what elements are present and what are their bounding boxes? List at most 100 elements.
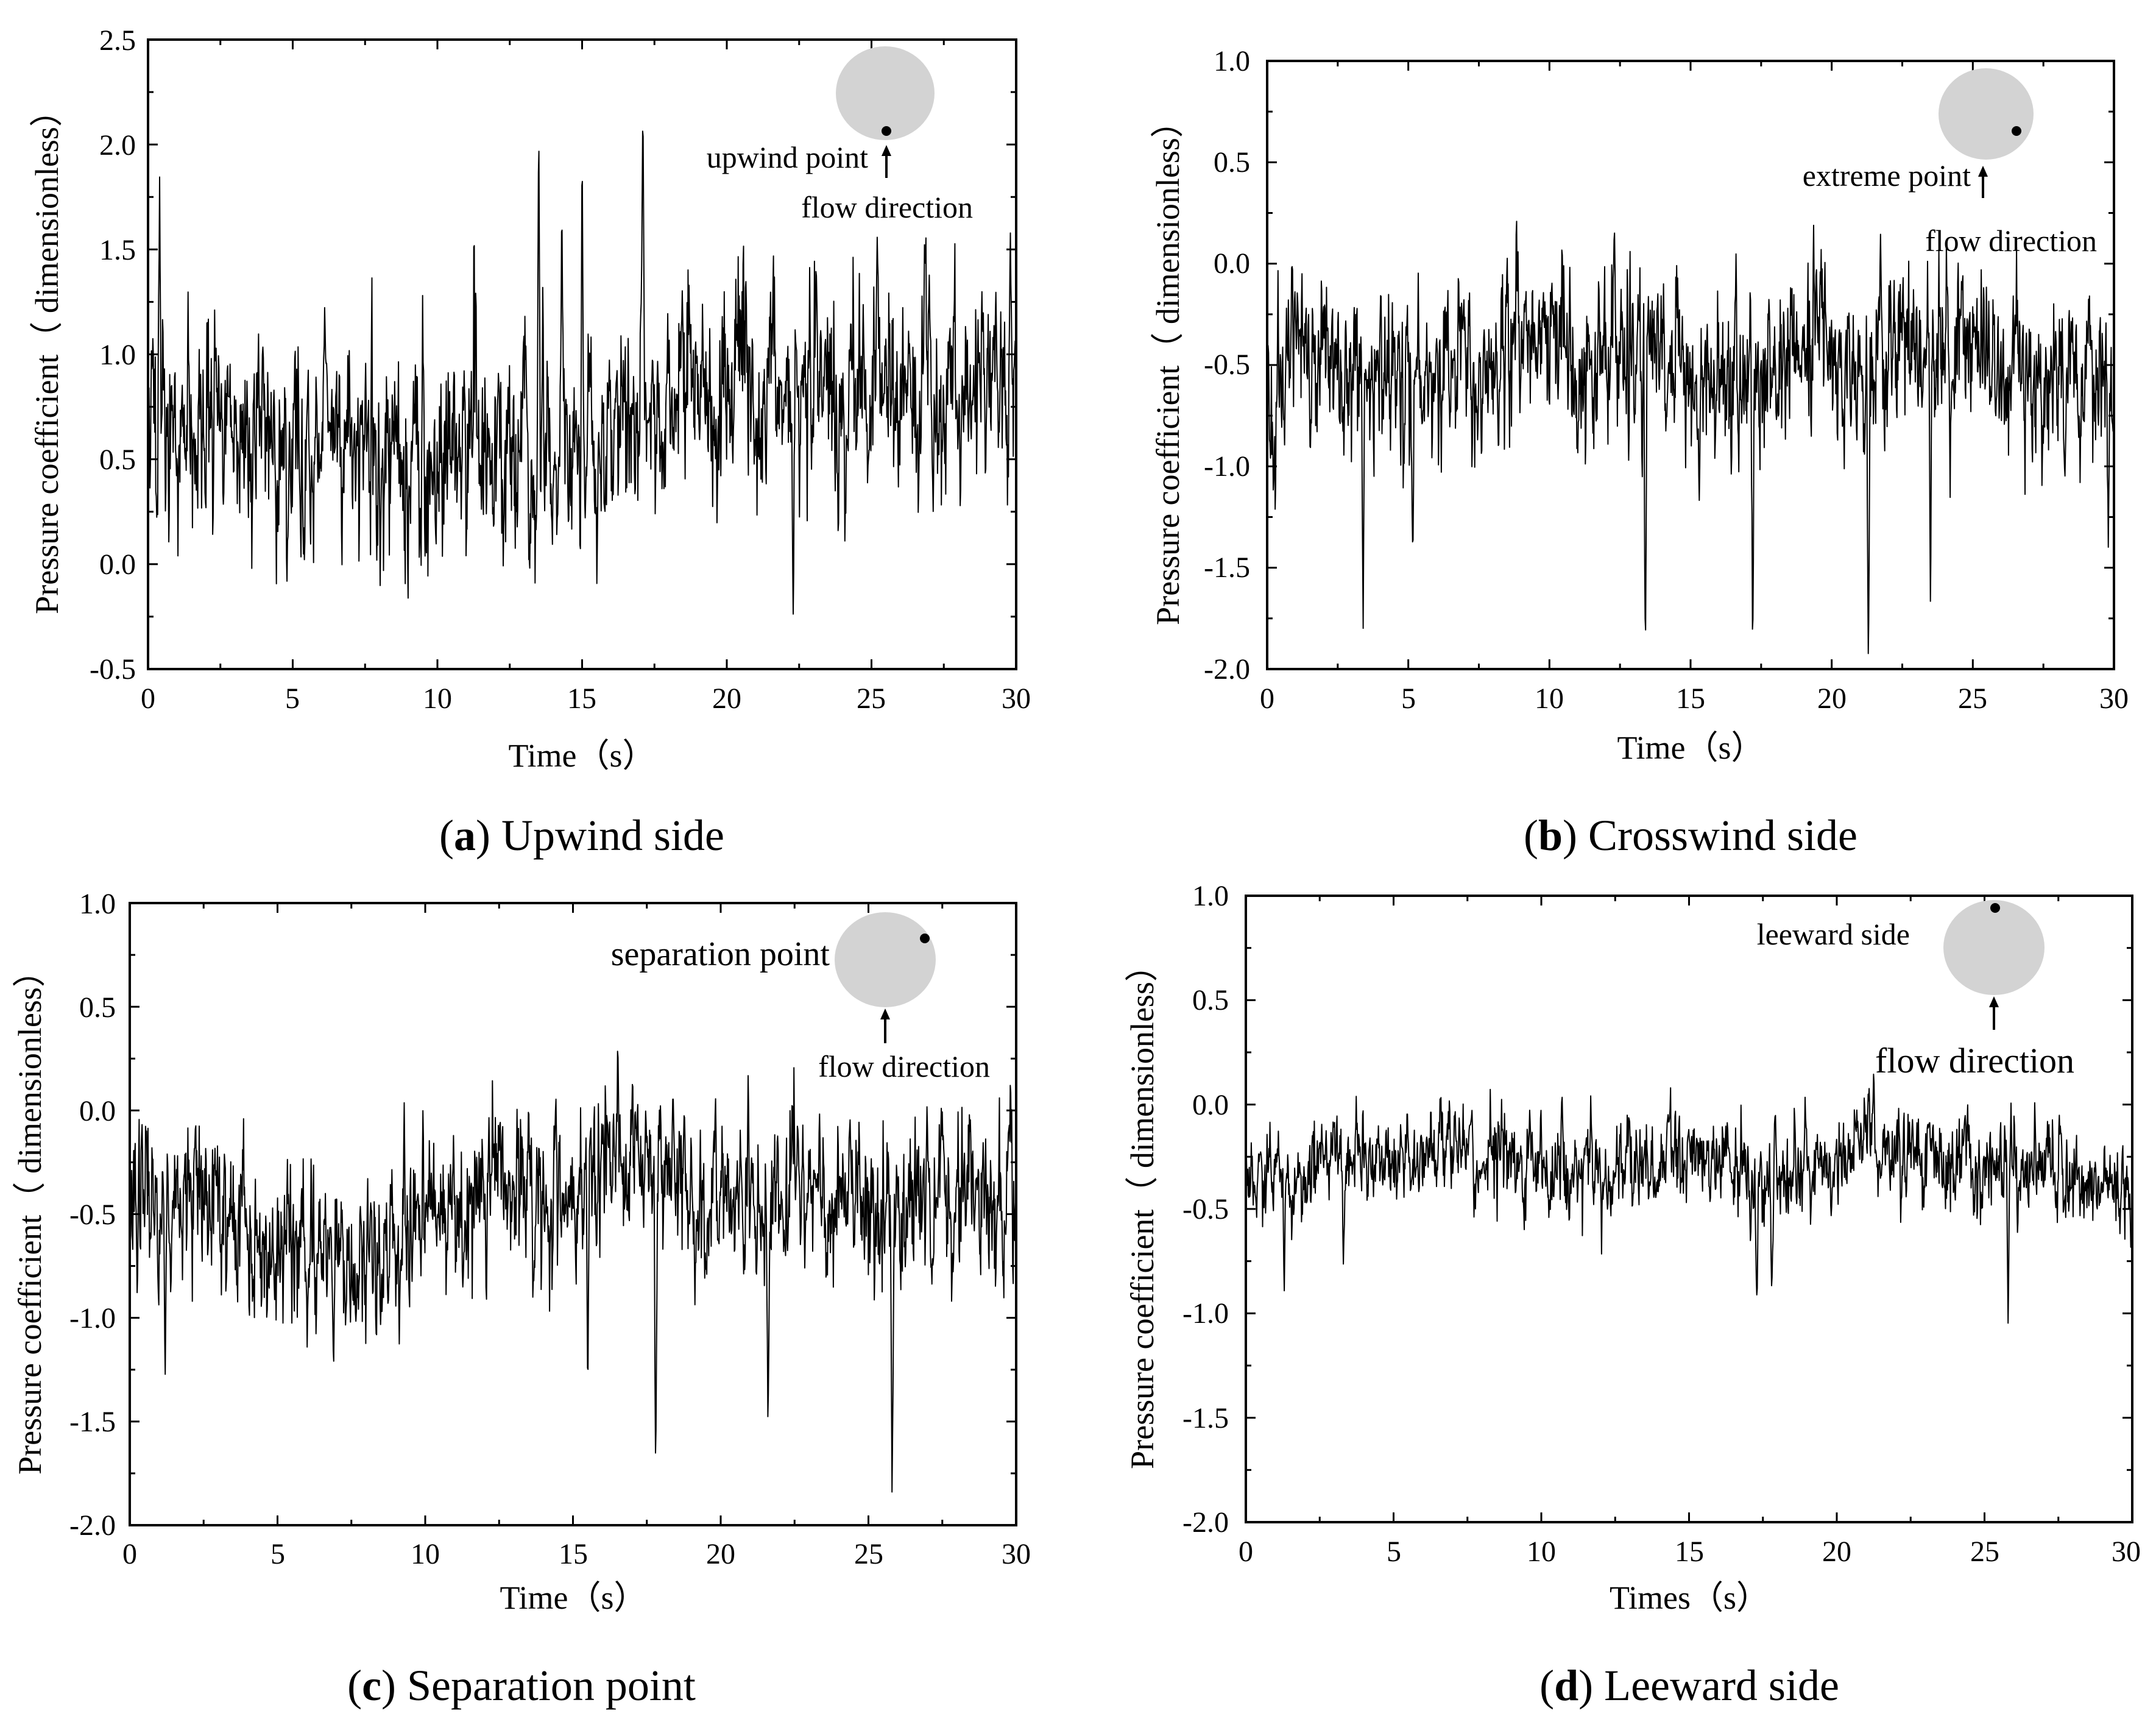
x-tick-label: 20 <box>1817 682 1847 715</box>
y-tick-label: 1.0 <box>79 888 116 920</box>
panel-c-data-layer <box>129 1051 1017 1493</box>
x-tick-label: 20 <box>712 682 741 715</box>
pressure-tap-marker <box>1990 903 2000 913</box>
y-axis-label: Pressure coefficient（ dimensionless） <box>1150 105 1186 625</box>
x-tick-label: 30 <box>1002 682 1031 715</box>
y-tick-label: 0.5 <box>1192 984 1229 1016</box>
caption-letter: b <box>1538 811 1563 860</box>
annotation-point-label: upwind point <box>707 140 868 174</box>
y-tick-label: 0.0 <box>1214 247 1250 280</box>
pressure-tap-marker <box>882 126 891 136</box>
panel-c-separation-point: -2.0 -1.5 -1.0 -0.5 0.0 0.5 1.0 0 5 10 1… <box>12 888 1031 1710</box>
panel-c-plot-frame <box>129 902 1017 1526</box>
panel-d-leeward-side: -2.0 -1.5 -1.0 -0.5 0.0 0.5 1.0 0 5 10 1… <box>1124 880 2141 1710</box>
y-tick-label: 1.5 <box>99 234 136 266</box>
x-axis-label: Time（s） <box>500 1579 646 1616</box>
flow-arrow-head <box>1978 166 1988 177</box>
annotation-point-label: leeward side <box>1757 917 1910 951</box>
pressure-tap-marker <box>920 934 930 943</box>
panel-d-data-layer <box>1245 1073 2133 1324</box>
y-tick-label: 0.0 <box>99 548 136 581</box>
y-tick-label: 0.0 <box>1192 1089 1229 1121</box>
x-axis-label: Time（s） <box>1617 729 1764 766</box>
caption-text: Upwind side <box>490 811 724 860</box>
y-tick-label: -0.5 <box>69 1199 116 1231</box>
y-tick-label: 1.0 <box>1214 45 1250 77</box>
caption-letter: a <box>454 811 476 860</box>
y-tick-label: -1.0 <box>69 1302 116 1334</box>
panel-a-data-layer <box>147 130 1017 615</box>
annotation-flow-label: flow direction <box>801 190 973 224</box>
x-tick-label: 25 <box>1970 1536 1999 1568</box>
panel-d-plot-frame <box>1245 895 2133 1523</box>
pressure-tap-marker <box>2012 126 2021 136</box>
flow-arrow-head <box>882 145 891 156</box>
y-tick-label: -1.5 <box>1204 551 1250 584</box>
panel-a-inset: upwind point flow direction <box>707 46 973 224</box>
panel-b-caption: (b) Crosswind side <box>1524 811 1857 860</box>
x-tick-label: 25 <box>857 682 886 715</box>
y-tick-label: 2.0 <box>99 129 136 161</box>
x-tick-label: 15 <box>559 1538 588 1570</box>
annotation-flow-label: flow direction <box>1875 1041 2074 1080</box>
y-tick-label: 0.5 <box>1214 146 1250 179</box>
annotation-flow-label: flow direction <box>818 1049 990 1083</box>
y-tick-label: -0.5 <box>1204 349 1250 381</box>
panel-d-caption: (d) Leeward side <box>1539 1661 1839 1710</box>
x-tick-label: 30 <box>1002 1538 1031 1570</box>
annotation-point-label: separation point <box>611 935 830 973</box>
x-tick-label: 5 <box>285 682 300 715</box>
cylinder-icon <box>1943 900 2045 995</box>
y-tick-label: -2.0 <box>1204 653 1250 686</box>
y-tick-label: -1.0 <box>1204 450 1250 483</box>
panel-c-caption: (c) Separation point <box>347 1661 696 1710</box>
x-tick-label: 30 <box>2099 682 2129 715</box>
y-tick-label: -1.5 <box>69 1406 116 1438</box>
y-tick-label: 1.0 <box>1192 880 1229 912</box>
caption-text: Crosswind side <box>1577 811 1857 860</box>
y-axis-label: Pressure coefficient（ dimensionless） <box>1124 949 1161 1469</box>
cylinder-icon <box>835 912 936 1007</box>
x-tick-label: 10 <box>1535 682 1564 715</box>
x-tick-label: 0 <box>1239 1536 1253 1568</box>
panel-b-crosswind-side: -2.0 -1.5 -1.0 -0.5 0.0 0.5 1.0 0 5 10 1… <box>1150 45 2129 860</box>
y-tick-label: -2.0 <box>69 1509 116 1542</box>
y-axis-label: Pressure coefficient（ dimensionless） <box>29 94 65 614</box>
x-tick-label: 20 <box>706 1538 735 1570</box>
cylinder-icon <box>1939 68 2034 160</box>
series-line-c <box>129 1051 1017 1493</box>
y-axis-label: Pressure coefficient（ dimensionless） <box>12 954 48 1475</box>
y-tick-label: -0.5 <box>1182 1193 1229 1225</box>
panel-b-data-layer <box>1267 221 2115 654</box>
x-tick-label: 25 <box>854 1538 883 1570</box>
caption-letter: c <box>362 1661 381 1710</box>
x-tick-label: 15 <box>1676 682 1705 715</box>
y-tick-label: 1.0 <box>99 339 136 371</box>
x-tick-label: 10 <box>411 1538 440 1570</box>
x-tick-label: 20 <box>1822 1536 1851 1568</box>
panel-d-inset: leeward side flow direction <box>1757 900 2074 1080</box>
y-tick-label: 0.0 <box>79 1095 116 1127</box>
y-tick-label: -2.0 <box>1182 1506 1229 1539</box>
flow-arrow-head <box>880 1008 890 1019</box>
cylinder-icon <box>836 46 935 140</box>
y-tick-label: -1.0 <box>1182 1297 1229 1330</box>
y-tick-label: 0.5 <box>79 991 116 1024</box>
panel-a-caption: (a) Upwind side <box>439 811 724 860</box>
x-tick-label: 15 <box>567 682 596 715</box>
annotation-point-label: extreme point <box>1803 158 1971 193</box>
panel-b-inset: extreme point flow direction <box>1803 68 2097 258</box>
x-tick-label: 5 <box>1401 682 1416 715</box>
x-axis-label: Time（s） <box>508 737 655 774</box>
y-tick-label: -1.5 <box>1182 1402 1229 1434</box>
caption-text: Leeward side <box>1593 1661 1839 1710</box>
annotation-flow-label: flow direction <box>1925 224 2097 258</box>
x-tick-label: 10 <box>423 682 452 715</box>
x-tick-label: 0 <box>122 1538 137 1570</box>
y-tick-label: 2.5 <box>99 24 136 57</box>
series-line-a <box>147 130 1017 615</box>
x-tick-label: 25 <box>1958 682 1987 715</box>
panel-b-plot-frame <box>1266 60 2115 670</box>
panel-c-inset: separation point flow direction <box>611 912 990 1083</box>
